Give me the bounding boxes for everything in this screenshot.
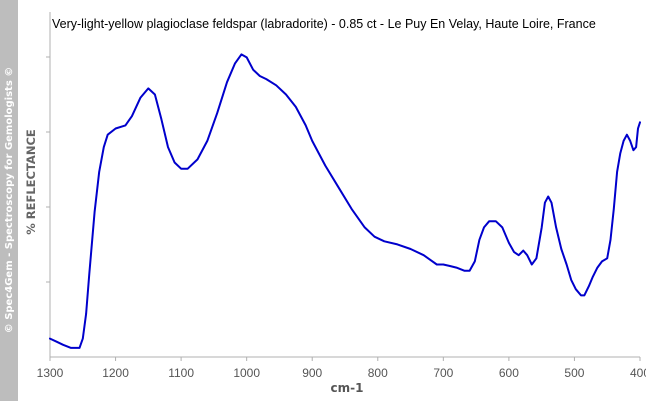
x-tick-label-1100: 1100 bbox=[168, 366, 194, 380]
reflectance-series-line bbox=[49, 53, 641, 349]
watermark: © Spec4Gem - Spectroscopy for Gemologist… bbox=[4, 67, 15, 334]
x-tick-label-700: 700 bbox=[433, 366, 453, 380]
x-tick-label-900: 900 bbox=[302, 366, 322, 380]
chart-title: Very-light-yellow plagioclase feldspar (… bbox=[52, 17, 596, 31]
x-tick-label-400: 400 bbox=[630, 366, 646, 380]
x-tick-label-500: 500 bbox=[564, 366, 584, 380]
y-axis-label: % REFLECTANCE bbox=[24, 129, 38, 235]
x-tick-label-1200: 1200 bbox=[102, 366, 129, 380]
x-tick-label-600: 600 bbox=[499, 366, 519, 380]
x-tick-label-800: 800 bbox=[368, 366, 388, 380]
x-axis-label: cm-1 bbox=[331, 381, 364, 395]
x-tick-label-1000: 1000 bbox=[233, 366, 260, 380]
x-tick-label-1300: 1300 bbox=[37, 366, 64, 380]
side-banner bbox=[0, 0, 18, 401]
